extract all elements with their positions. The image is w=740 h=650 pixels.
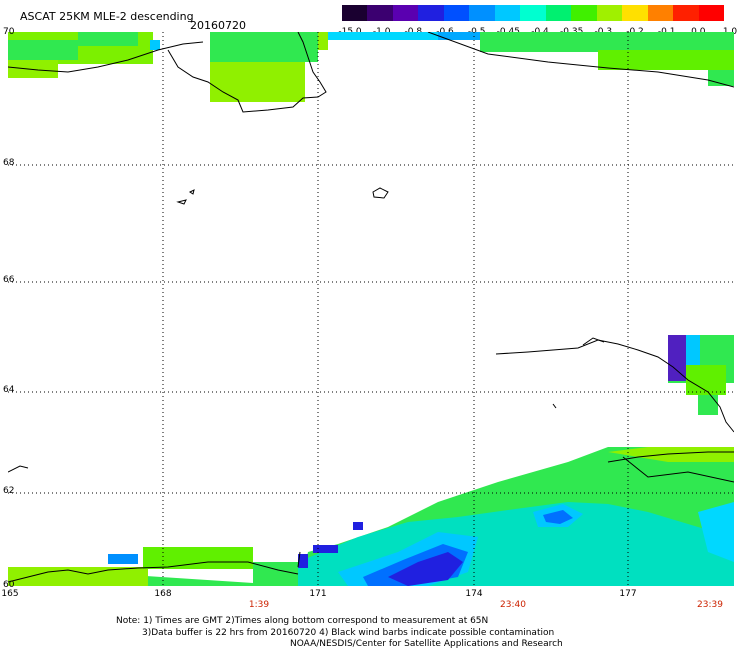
- lon-label-177: 177: [619, 589, 637, 599]
- graticule: [8, 32, 734, 586]
- time-label-2: 23:40: [500, 600, 526, 610]
- color-scale-swatch: [622, 5, 648, 21]
- lat-label-64: 64: [3, 385, 15, 395]
- color-scale-swatch: [698, 5, 725, 21]
- lon-label-174: 174: [465, 589, 483, 599]
- map-area: [8, 32, 734, 586]
- note-line-1: Note: 1) Times are GMT 2)Times along bot…: [116, 616, 489, 626]
- color-scale-bar: [342, 5, 725, 21]
- color-scale-swatch: [596, 5, 623, 21]
- color-scale-swatch: [494, 5, 521, 21]
- swath-right: [668, 335, 734, 415]
- lon-label-165: 165: [1, 589, 19, 599]
- map-date: 20160720: [190, 19, 246, 32]
- lon-label-171: 171: [309, 589, 327, 599]
- note-line-3: NOAA/NESDIS/Center for Satellite Applica…: [290, 639, 563, 649]
- lat-label-66: 66: [3, 275, 15, 285]
- color-scale-swatch: [392, 5, 419, 21]
- color-scale-swatch: [367, 5, 393, 21]
- swath-bottom: [8, 447, 734, 586]
- color-scale-swatch: [673, 5, 699, 21]
- lat-label-60: 60: [3, 580, 15, 590]
- color-scale-swatch: [418, 5, 444, 21]
- color-scale-swatch: [647, 5, 674, 21]
- swath-top: [8, 32, 734, 102]
- note-line-2: 3)Data buffer is 22 hrs from 20160720 4)…: [142, 628, 555, 638]
- lat-label-62: 62: [3, 486, 15, 496]
- color-scale-swatch: [469, 5, 495, 21]
- time-label-1: 1:39: [248, 600, 270, 610]
- color-scale-swatch: [571, 5, 597, 21]
- color-scale-swatch: [443, 5, 470, 21]
- lat-label-68: 68: [3, 158, 15, 168]
- time-label-3: 23:39: [697, 600, 723, 610]
- map-title: ASCAT 25KM MLE-2 descending: [20, 10, 194, 23]
- color-scale-swatch: [342, 5, 368, 21]
- color-scale-swatch: [545, 5, 572, 21]
- lat-label-70: 70: [3, 27, 15, 37]
- coastline: [8, 32, 734, 583]
- color-scale-swatch: [520, 5, 546, 21]
- lon-label-168: 168: [154, 589, 172, 599]
